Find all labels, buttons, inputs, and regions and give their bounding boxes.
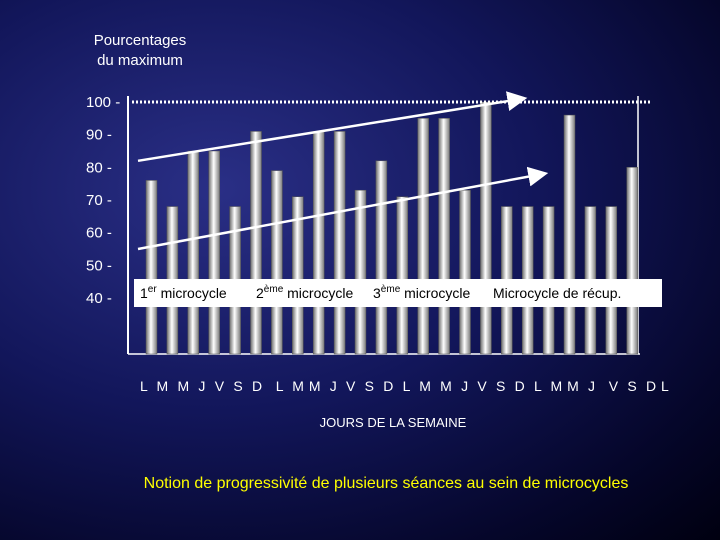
y-tick-label: 60 - (86, 225, 112, 242)
y-tick-label: 50 - (86, 257, 112, 274)
y-tick-label: 100 - (86, 94, 120, 111)
trend-arrow (137, 91, 528, 163)
bar (563, 114, 576, 355)
bar (208, 150, 220, 355)
y-tick-label: 70 - (86, 192, 112, 209)
bar (417, 118, 429, 355)
day-labels: L M M J V S D L M M J V S D L M M J V S … (140, 378, 669, 394)
bar (292, 196, 304, 355)
y-tick-label: 90 - (86, 127, 112, 144)
y-axis-title-line-2: du maximum (97, 52, 183, 69)
microcycle-label: Microcycle de récup. (493, 285, 621, 301)
caption: Notion de progressivité de plusieurs séa… (144, 475, 629, 492)
bar (480, 101, 492, 355)
bar (459, 189, 471, 355)
bar (187, 150, 200, 355)
bar (626, 167, 638, 355)
bar (396, 196, 409, 355)
x-axis-title: JOURS DE LA SEMAINE (320, 415, 467, 430)
bar (271, 170, 283, 355)
y-tick-label: 40 - (86, 290, 112, 307)
bar (312, 131, 325, 355)
bar (333, 131, 346, 355)
microcycle-label: 1er microcycle (140, 284, 227, 301)
y-axis-title-line-1: Pourcentages (94, 32, 187, 49)
microcycle-label: 2ème microcycle (256, 284, 353, 301)
bar (438, 118, 450, 355)
y-tick-label: 80 - (86, 159, 112, 176)
microcycle-label: 3ème microcycle (373, 284, 470, 301)
bar (250, 131, 262, 355)
trend-arrow (137, 166, 549, 251)
bar (145, 180, 158, 355)
bar (375, 160, 388, 355)
bar (354, 189, 367, 355)
microcycle-label-band (134, 279, 662, 307)
